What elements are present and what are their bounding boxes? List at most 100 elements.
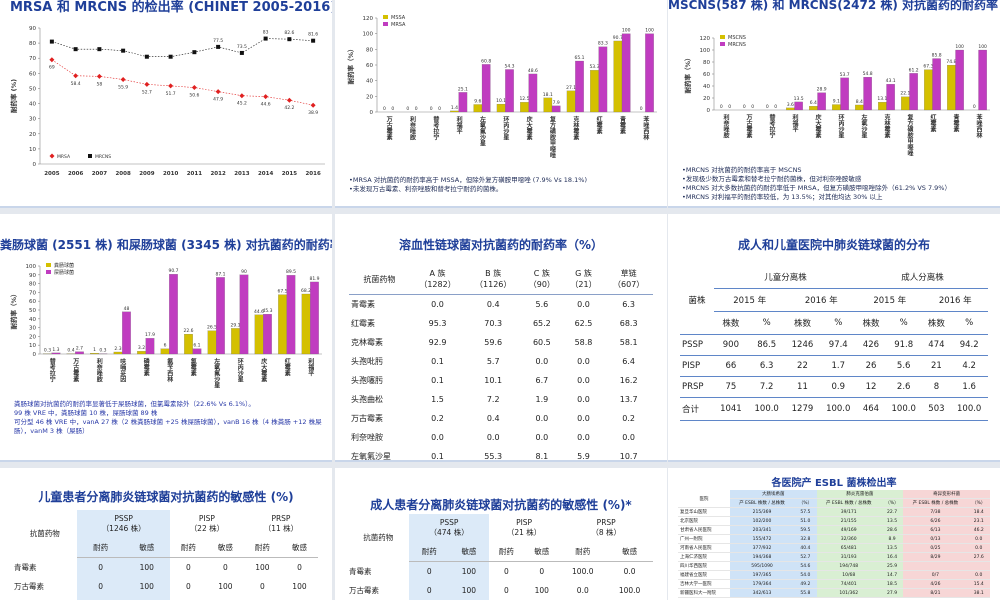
row-label: 红霉素 (351, 319, 375, 328)
sub-header: （%） (794, 498, 817, 508)
sub-header: 耐药 (77, 538, 124, 558)
cell: 100 (207, 596, 244, 600)
cell: 0.0 (535, 414, 549, 423)
y-axis-label: 耐药率（%） (9, 290, 18, 329)
bar-label: 0 (728, 104, 731, 110)
sub-header: 敏感 (449, 542, 489, 562)
bar (496, 103, 506, 113)
header-row: 抗菌药物 PSSP （474 株） PISP （21 株） PRSP （8 株） (347, 514, 653, 542)
cell: 97.4 (819, 334, 858, 356)
y-axis-label: 耐药率 (%) (9, 79, 18, 113)
x-tick-label: 呋喃妥因 (119, 357, 126, 383)
cell: 86.5 (747, 334, 786, 356)
legend-label: MSSA (391, 15, 406, 21)
cell: 0.0 (622, 433, 636, 442)
cell: 1246 (785, 334, 820, 356)
group-name: 草链 (620, 269, 637, 278)
cell: 0.2 (431, 414, 444, 423)
bar-label: 1 (93, 347, 96, 353)
cell: 1279 (785, 397, 820, 421)
cell: 32/360 (816, 534, 881, 544)
x-tick-label: 万古霉素 (72, 358, 80, 383)
bar-label: 6 (164, 343, 167, 349)
cell: 100.0 (819, 397, 858, 421)
cell: 503 (922, 397, 951, 421)
data-row: 北京医院 102/200 51.0 21/155 13.5 6/26 23.1 (678, 516, 990, 526)
y-tick-label: 20 (703, 96, 710, 102)
cell: 49.2 (794, 579, 817, 589)
cell: 6/13 (903, 525, 968, 535)
year-header: 2016 年 (922, 288, 988, 312)
y-tick-label: 10 (29, 147, 36, 153)
note: •MRCNS 对大多数抗菌药的耐药率低于 MRSA，但复方磺胺甲噁唑除外（61.… (682, 184, 951, 192)
group-name: 肺炎克雷伯菌 (846, 492, 874, 497)
bar-label: 13.5 (794, 96, 804, 102)
bar-label: 2.7 (76, 346, 83, 352)
cell: 194/368 (729, 552, 795, 562)
cell: 0.0 (577, 395, 590, 404)
header-row: 菌株 儿童分离株 成人分离株 (680, 266, 988, 335)
x-tick-label: 万古霉素 (745, 114, 753, 139)
header-row: 耐药 敏感 耐药 敏感 耐药 敏感 (347, 542, 653, 562)
bar (90, 353, 99, 355)
bar (840, 77, 849, 111)
bar (450, 110, 459, 113)
sub-header: % (884, 311, 923, 335)
y-tick-label: 80 (29, 282, 36, 288)
slide: 儿童患者分离肺炎链球菌对抗菌药的敏感性 (%) 抗菌药物 PSSP （1246 株） P… (0, 468, 332, 600)
bar-label: 90 (241, 269, 247, 275)
cell: 65.2 (532, 319, 551, 328)
legend-swatch (46, 263, 51, 267)
y-tick-label: 40 (366, 79, 373, 85)
cell: 6/26 (903, 516, 968, 526)
cell: 8.9 (880, 534, 904, 544)
group-header: PRSP （11 株） (244, 510, 318, 538)
bar (809, 106, 818, 111)
cell: 377/932 (729, 543, 795, 553)
group-count: （1126） (475, 280, 512, 289)
cell: 102/200 (729, 516, 795, 526)
x-tick-label: 红霉素 (283, 357, 291, 377)
bar (216, 277, 225, 355)
y-tick-label: 30 (29, 117, 36, 123)
cell: 27.9 (880, 588, 904, 598)
row-label: 青霉素 (14, 562, 37, 572)
cell: 4/26 (903, 579, 968, 589)
year-header: 2015 年 (857, 288, 923, 312)
legend-swatch (383, 22, 388, 26)
cell: 5.7 (486, 357, 500, 366)
bar-label: 90.7 (168, 268, 178, 274)
bar (301, 293, 311, 355)
group-count: （8 株） (591, 528, 622, 537)
cell: 25.9 (880, 561, 904, 571)
note: •未发现万古霉素、利奈唑胺和替考拉宁耐药的菌株。 (349, 185, 503, 193)
cell: 6.3 (747, 355, 786, 377)
x-tick-label: 庆大霉素 (814, 113, 822, 139)
cell: 94.2 (950, 334, 988, 356)
group-header: C 族 （90） (521, 264, 563, 295)
slide: 0 20 40 60 80 100 120 耐药率（%） 万古霉素 利奈唑胺 替考拉宁 利福平 左氧氟沙… (335, 0, 667, 208)
bar-label: 25.1 (458, 86, 468, 92)
point-label: 42.2 (284, 105, 294, 111)
sub-header: （%） (967, 498, 990, 508)
x-tick-label: 2009 (139, 171, 154, 177)
row-label: 新疆医科大一附院 (678, 588, 730, 598)
bar (947, 65, 956, 111)
x-tick-label: 2006 (68, 171, 83, 177)
cell: 100 (123, 576, 170, 596)
y-tick-label: 10 (29, 343, 36, 349)
cell: 194/748 (816, 561, 881, 571)
corner-cell: 抗菌药物 (349, 264, 410, 295)
bar (528, 73, 538, 113)
sub-header: 产 ESBL 株数 / 总株数 (903, 498, 968, 508)
marker (49, 39, 54, 44)
cell: 0.0 (535, 433, 549, 442)
cell: 7/38 (903, 507, 968, 517)
cell: 0 (186, 562, 191, 572)
group-header: PRSP （8 株） (559, 514, 653, 542)
header-row: 抗菌药物 PSSP （1246 株） PISP （22 株） PRSP （11 株） (12, 510, 318, 538)
y-tick-label: 100 (700, 48, 711, 54)
bar-label: 0 (720, 104, 723, 110)
cell: 0.0 (576, 585, 589, 595)
bar-label: 8.4 (856, 99, 863, 105)
